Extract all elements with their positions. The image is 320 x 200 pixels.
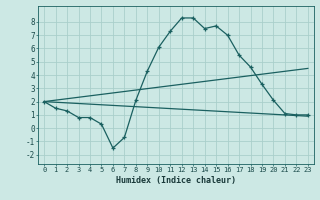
X-axis label: Humidex (Indice chaleur): Humidex (Indice chaleur)	[116, 176, 236, 185]
